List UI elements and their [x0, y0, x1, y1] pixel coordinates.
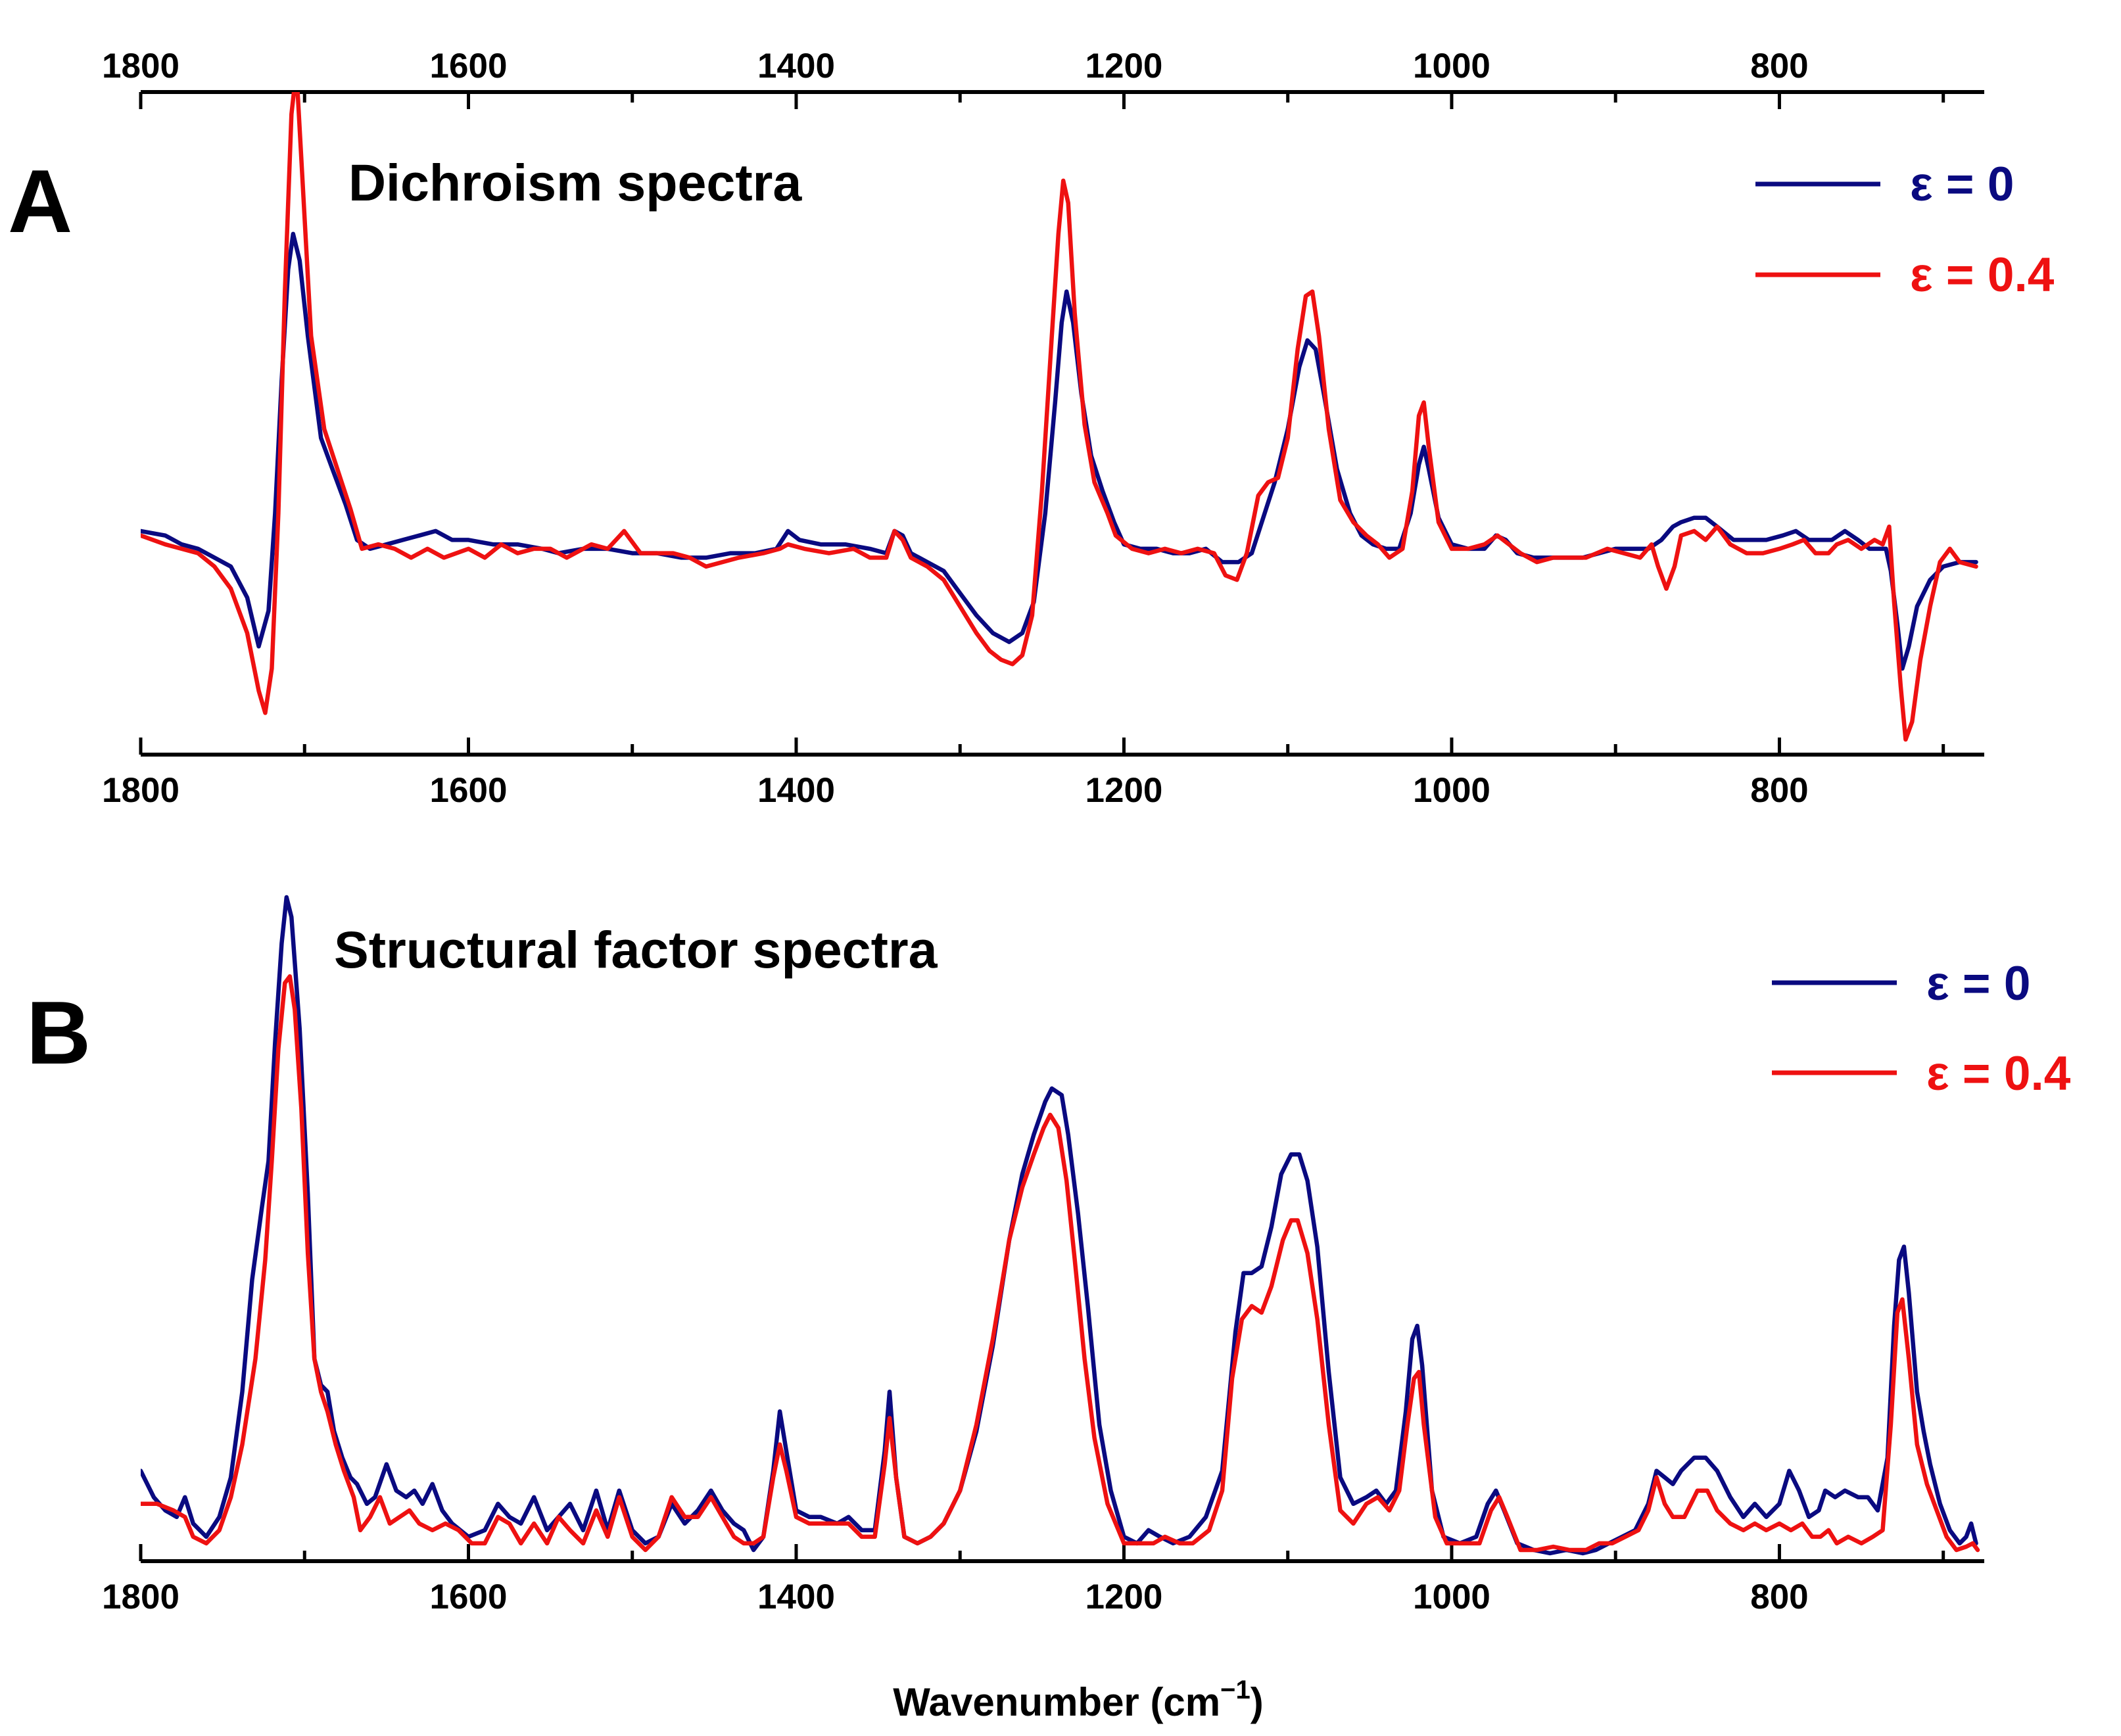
panel-a-top-tick-label-1000: 1000: [1413, 47, 1490, 85]
panel-a-bottom-tick-label-1200: 1200: [1085, 771, 1163, 810]
panel-a-bottom-axis: 1800 1600 1400 1200 1000 800: [102, 738, 1984, 810]
panel-b-bottom-tick-label-1000: 1000: [1413, 1578, 1490, 1616]
panel-b-structural-factor: B Structural factor spectra 1800 1600 1400…: [26, 895, 2071, 1616]
x-axis-title-superscript: −1: [1220, 1676, 1251, 1704]
x-axis-title: Wavenumber (cm−1): [893, 1676, 1264, 1724]
panel-a-bottom-tick-label-1000: 1000: [1413, 771, 1490, 810]
panel-a-bottom-tick-label-800: 800: [1750, 771, 1808, 810]
panel-b-series-eps0-line: [141, 895, 1978, 1556]
panel-b-legend-label-eps04: ε = 0.4: [1926, 1047, 2071, 1100]
panel-a-series-eps0-line: [141, 231, 1978, 671]
panel-a-letter: A: [8, 151, 72, 251]
panel-b-bottom-tick-label-1400: 1400: [757, 1578, 835, 1616]
x-axis-title-main: Wavenumber (cm: [893, 1680, 1220, 1724]
panel-a-series-eps04-line: [141, 92, 1978, 742]
panel-a-top-tick-label-1600: 1600: [430, 47, 508, 85]
panel-a-bottom-tick-label-1800: 1800: [102, 771, 179, 810]
panel-a-top-tick-label-1200: 1200: [1085, 47, 1163, 85]
panel-a-legend-label-eps0: ε = 0: [1910, 158, 2014, 211]
panel-b-bottom-tick-label-800: 800: [1750, 1578, 1808, 1616]
panel-b-series-eps04-line: [141, 974, 1980, 1553]
panel-a-legend: ε = 0 ε = 0.4: [1755, 158, 2055, 302]
panel-b-bottom-tick-label-1600: 1600: [430, 1578, 508, 1616]
panel-a-bottom-tick-label-1600: 1600: [430, 771, 508, 810]
x-axis-title-end: ): [1251, 1680, 1264, 1724]
panel-a-plot-area: [141, 92, 1978, 742]
panel-a-dichroism: A Dichroism spectra 1800 1600 1400 1200 1000…: [8, 47, 2055, 810]
panel-a-top-tick-label-800: 800: [1750, 47, 1808, 85]
panel-a-top-axis: 1800 1600 1400 1200 1000 800: [102, 47, 1984, 109]
panel-b-letter: B: [26, 983, 91, 1083]
panel-a-top-tick-label-1400: 1400: [757, 47, 835, 85]
panel-b-legend-label-eps0: ε = 0: [1926, 957, 2030, 1010]
panel-b-title: Structural factor spectra: [334, 920, 938, 979]
panel-b-bottom-axis: 1800 1600 1400 1200 1000 800: [102, 1544, 1984, 1616]
panel-b-bottom-tick-label-1200: 1200: [1085, 1578, 1163, 1616]
panel-a-legend-label-eps04: ε = 0.4: [1910, 248, 2055, 302]
panel-a-top-tick-label-1800: 1800: [102, 47, 179, 85]
panel-b-bottom-tick-label-1800: 1800: [102, 1578, 179, 1616]
panel-b-plot-area: [141, 895, 1980, 1556]
panel-b-legend: ε = 0 ε = 0.4: [1772, 957, 2071, 1100]
panel-a-bottom-tick-label-1400: 1400: [757, 771, 835, 810]
panel-a-title: Dichroism spectra: [348, 153, 802, 212]
